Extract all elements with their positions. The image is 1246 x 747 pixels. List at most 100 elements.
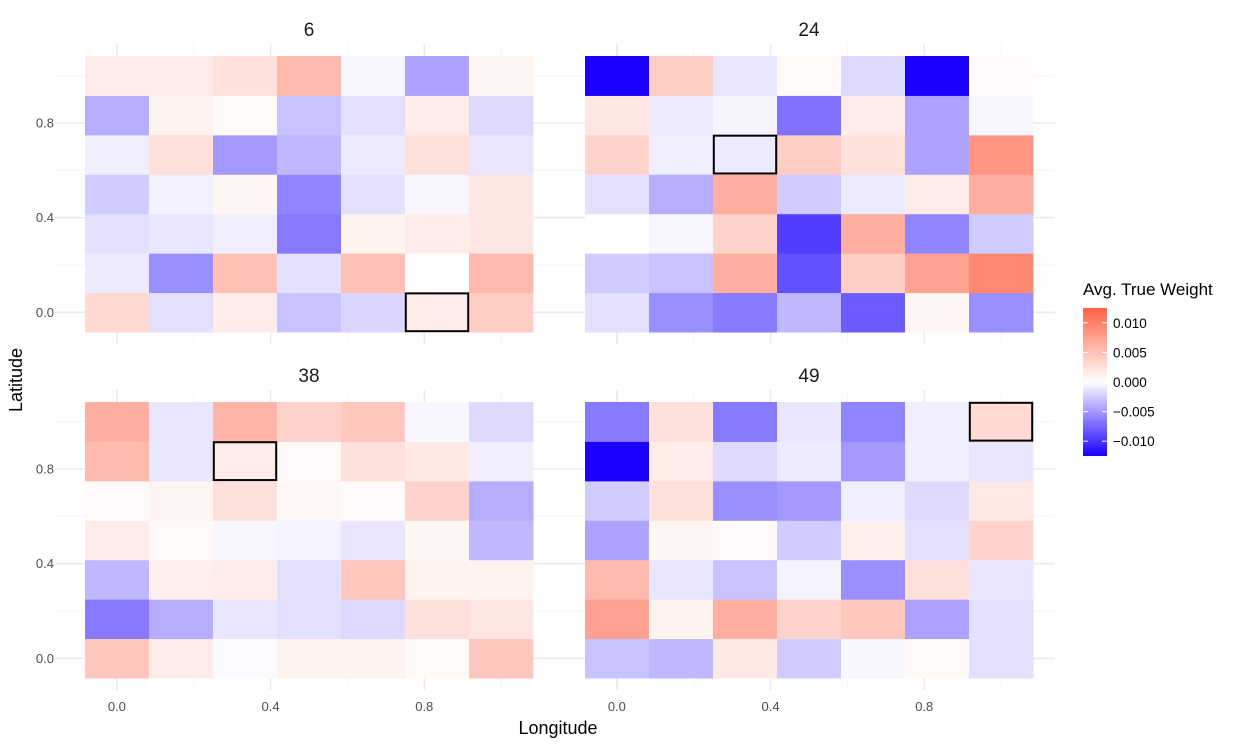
heatmap-cell (469, 134, 534, 175)
heatmap-cell (649, 599, 714, 640)
heatmap-cell (713, 213, 778, 254)
heatmap-cell (905, 638, 970, 679)
heatmap-cell (585, 599, 650, 640)
heatmap-cell (469, 559, 534, 600)
heatmap-cell (777, 559, 842, 600)
heatmap-cell (213, 95, 278, 136)
heatmap-cell (585, 402, 650, 442)
heatmap-cell (841, 638, 906, 679)
heatmap-cell (905, 134, 970, 175)
heatmap-cell (841, 292, 906, 333)
heatmap-cell (841, 174, 906, 215)
heatmap-cell (213, 520, 278, 561)
y-tick-label: 0.8 (36, 115, 54, 130)
heatmap-cell (969, 520, 1034, 561)
heatmap-cell (469, 56, 534, 96)
heatmap-cell (969, 174, 1034, 215)
heatmap-cell (905, 559, 970, 600)
heatmap-cell (713, 402, 778, 442)
heatmap-cell (405, 441, 470, 482)
facet-panel-6: 6 0.0 0.4 0.8 (36, 20, 555, 344)
heatmap-cell (405, 599, 470, 640)
heatmap-cell (969, 480, 1034, 521)
heatmap-cell (905, 174, 970, 215)
heatmap-cell (777, 56, 842, 96)
heatmap-cell (713, 174, 778, 215)
heatmap-cell (713, 134, 778, 175)
heatmap-cell (149, 56, 214, 96)
heatmap-cell (969, 253, 1034, 294)
heatmap-cell (405, 480, 470, 521)
heatmap-cell (85, 56, 150, 96)
heatmap-cell (85, 441, 150, 482)
heatmap-cell (213, 253, 278, 294)
heatmap-cell (149, 174, 214, 215)
heatmap-cell (905, 520, 970, 561)
heatmap-cell (469, 599, 534, 640)
heatmap-cell (405, 638, 470, 679)
heatmap-cell (713, 441, 778, 482)
heatmap-cell (277, 441, 342, 482)
heatmap-cell (341, 56, 406, 96)
heatmap-cell (777, 402, 842, 442)
heatmap-cell (777, 480, 842, 521)
highlighted-cell (404, 292, 470, 333)
heatmap-cell (405, 253, 470, 294)
heatmap-cell (969, 292, 1034, 333)
heatmap-cell (585, 292, 650, 333)
legend-title: Avg. True Weight (1083, 280, 1213, 299)
heatmap-cell (469, 638, 534, 679)
heatmap-cell (649, 559, 714, 600)
heatmap-cell (341, 520, 406, 561)
heatmap-cell (585, 56, 650, 96)
heatmap-cell (341, 174, 406, 215)
heatmap-cell (213, 480, 278, 521)
heatmap-cell (713, 253, 778, 294)
x-tick-label: 0.0 (608, 699, 626, 714)
heatmap-cell (713, 520, 778, 561)
heatmap-cell (277, 480, 342, 521)
heatmap-cell (149, 402, 214, 442)
heatmap-cell (149, 599, 214, 640)
heatmap-cell (777, 599, 842, 640)
heatmap-cell (649, 174, 714, 215)
heatmap-cell (213, 56, 278, 96)
heatmap-cell (969, 559, 1034, 600)
y-tick-label: 0.4 (36, 556, 54, 571)
heatmap-cell (777, 441, 842, 482)
heatmap-cell (585, 95, 650, 136)
heatmap-cell (649, 95, 714, 136)
heatmap-cell (469, 520, 534, 561)
heatmap-cell (149, 95, 214, 136)
heatmap-cell (341, 95, 406, 136)
heatmap-cell (341, 441, 406, 482)
heatmap-cell (341, 253, 406, 294)
heatmap-cell (213, 559, 278, 600)
heatmap-cell (469, 213, 534, 254)
heatmap-cell (905, 253, 970, 294)
heatmap-cell (585, 134, 650, 175)
legend-tick-label: −0.010 (1113, 434, 1155, 449)
highlighted-cell (212, 441, 278, 482)
heatmap-cell (649, 213, 714, 254)
heatmap-cell (341, 213, 406, 254)
heatmap-cell (277, 174, 342, 215)
heatmap-cell (469, 402, 534, 442)
heatmap-cell (85, 292, 150, 333)
heatmap-cell (149, 559, 214, 600)
heatmap-cell (969, 95, 1034, 136)
heatmap-cell (777, 520, 842, 561)
heatmap-cell (713, 599, 778, 640)
x-tick-label: 0.8 (915, 699, 933, 714)
heatmap-cell (777, 638, 842, 679)
heatmap-cell (777, 174, 842, 215)
y-tick-label: 0.0 (36, 305, 54, 320)
heatmap-cell (85, 520, 150, 561)
heatmap-cell (213, 599, 278, 640)
y-tick-label: 0.4 (36, 210, 54, 225)
panel-title: 49 (798, 366, 819, 387)
heatmap-cell (85, 638, 150, 679)
heatmap-cell (277, 520, 342, 561)
heatmap-cell (649, 253, 714, 294)
legend-tick-label: 0.010 (1113, 316, 1147, 331)
